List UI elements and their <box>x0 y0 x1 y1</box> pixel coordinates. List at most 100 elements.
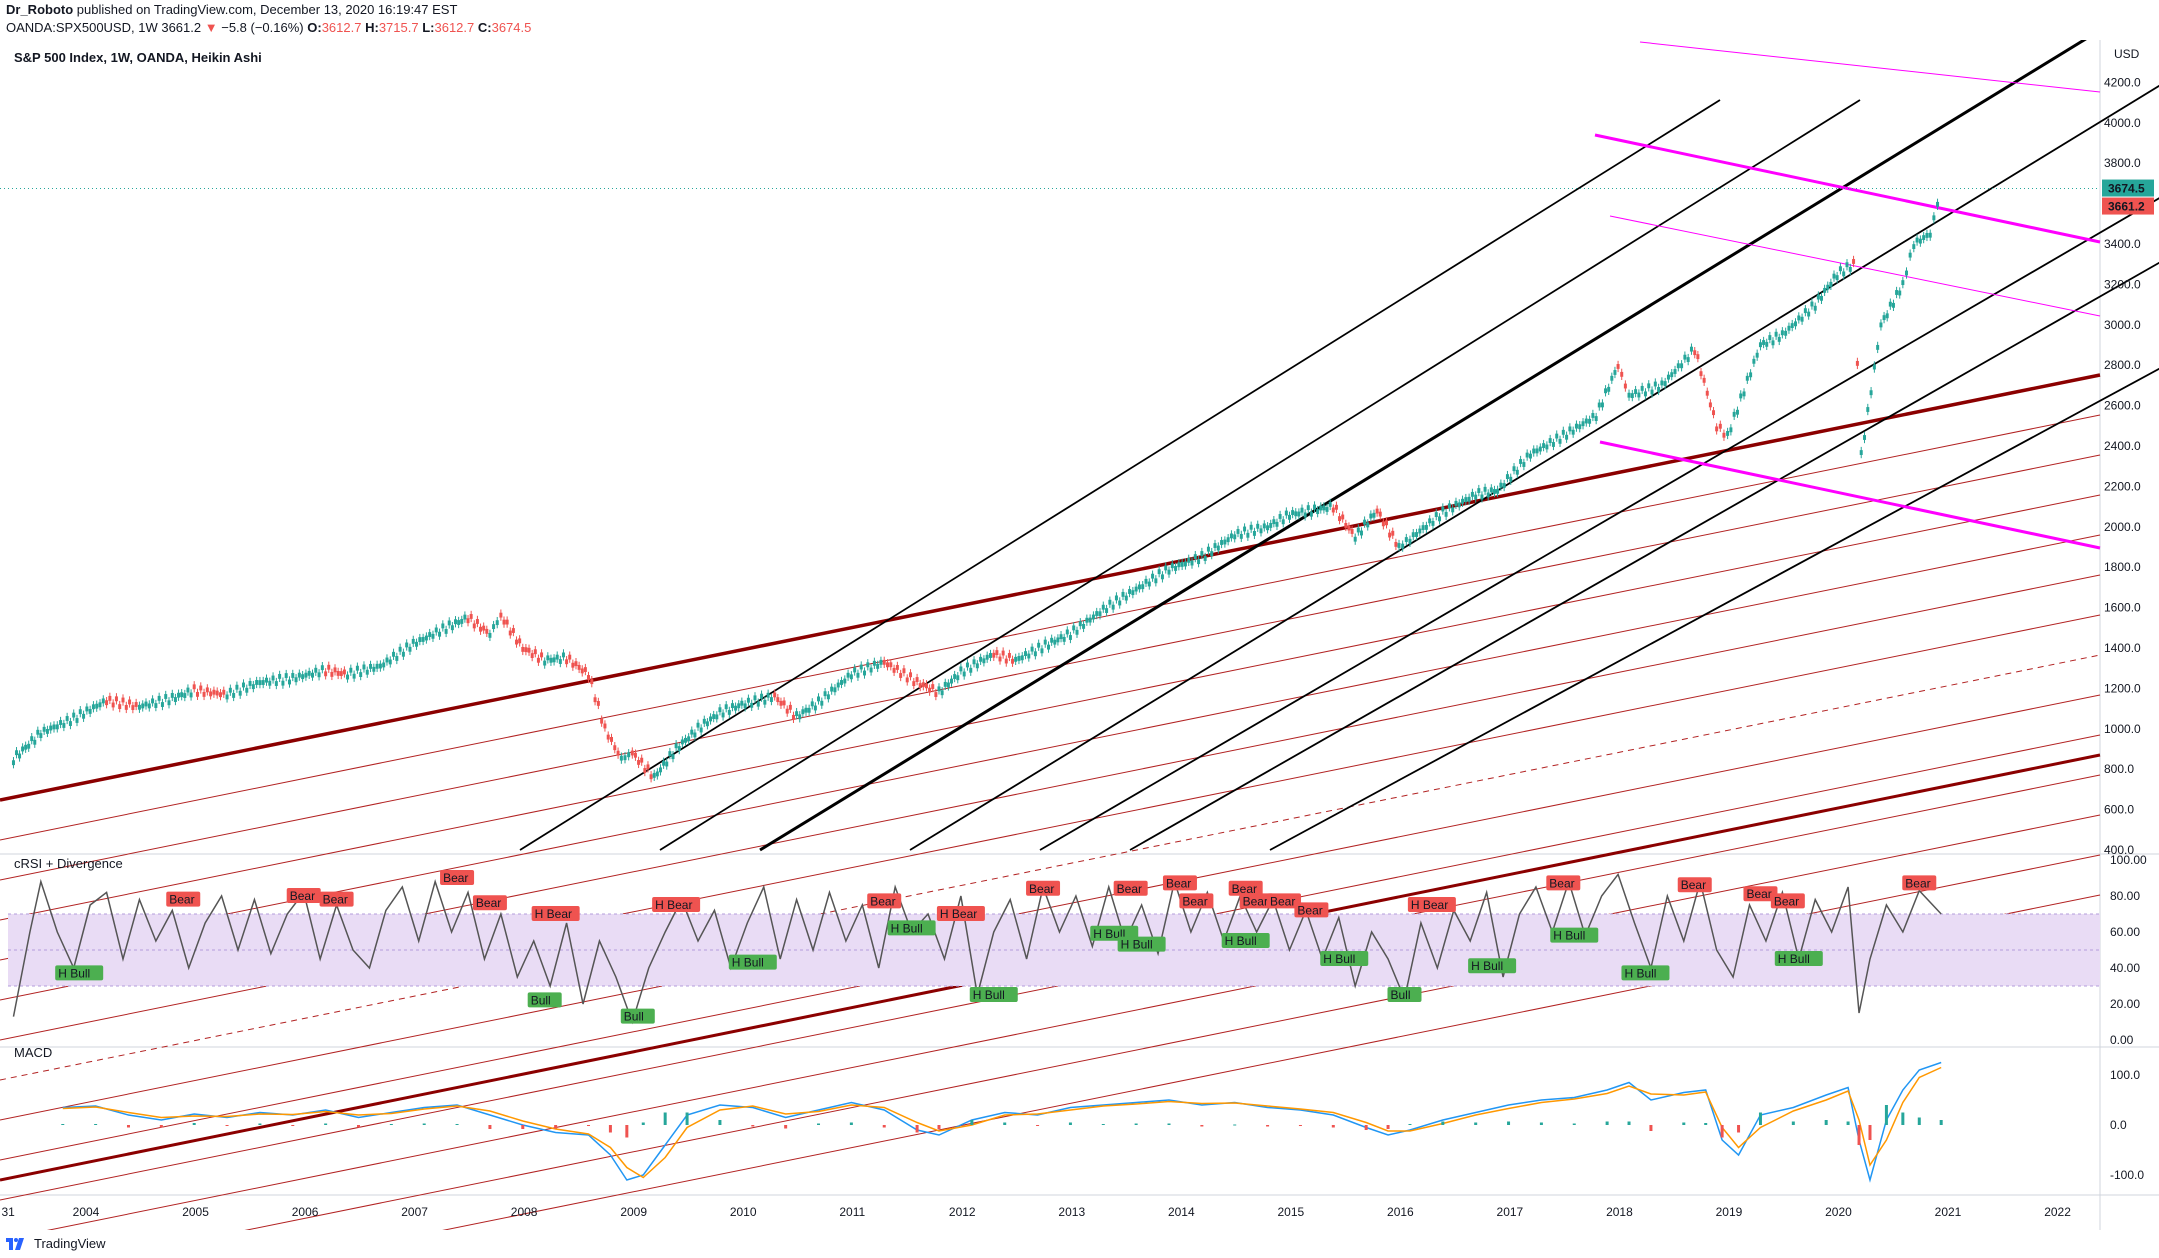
candle-body <box>1328 502 1332 507</box>
divergence-label-bg <box>1162 875 1197 891</box>
candle-body <box>215 690 219 696</box>
divergence-label-bg <box>1770 893 1805 909</box>
price-tick-label: 400.0 <box>2104 843 2134 857</box>
price-pane[interactable]: S&P 500 Index, 1W, OANDA, Heikin Ashi <box>0 40 2159 1230</box>
candle-body <box>144 701 148 707</box>
macd-histogram-bar <box>324 1123 328 1125</box>
candle-body <box>1499 482 1503 488</box>
candle-body <box>1229 533 1233 539</box>
candle-body <box>1213 543 1217 548</box>
candle-body <box>869 667 873 673</box>
candle-body <box>39 733 43 739</box>
candle-body <box>385 657 389 663</box>
divergence-label: Bear <box>1270 894 1295 908</box>
candle-body <box>1643 391 1647 397</box>
candle-body <box>1467 496 1471 502</box>
trend-line-black <box>1039 197 2159 851</box>
candle-body <box>1555 433 1559 439</box>
candle-body <box>444 629 448 634</box>
macd-histogram-bar <box>1134 1123 1138 1125</box>
divergence-label-bg <box>867 893 902 909</box>
candle-body <box>238 690 242 696</box>
candle-body <box>1696 354 1700 360</box>
candle-body <box>438 631 442 637</box>
candle-body <box>840 680 844 685</box>
macd-histogram-bar <box>817 1123 821 1125</box>
candle-body <box>1826 284 1830 290</box>
candle-body <box>921 682 925 688</box>
candle-body <box>1712 410 1716 416</box>
macd-pane[interactable]: MACD <box>14 1045 1943 1183</box>
footer-brand[interactable]: TradingView <box>34 1235 106 1251</box>
time-tick-label: 2011 <box>839 1205 865 1219</box>
macd-histogram-bar <box>663 1112 667 1125</box>
footer: TradingView <box>6 1232 106 1254</box>
candle-body <box>1502 483 1506 488</box>
candle-body <box>715 714 719 720</box>
macd-histogram-bar <box>784 1125 788 1129</box>
candle-body <box>1686 357 1690 362</box>
time-tick-label: 2021 <box>1935 1205 1962 1219</box>
macd-title: MACD <box>14 1045 52 1060</box>
macd-histogram-bar <box>159 1125 163 1128</box>
candle-body <box>1895 290 1899 295</box>
candle-body <box>192 684 196 690</box>
trend-channel-line <box>0 373 2101 802</box>
trend-line-black <box>659 99 1861 851</box>
candle-body <box>1922 235 1926 241</box>
candle-body <box>1470 491 1474 497</box>
candle-body <box>199 685 203 691</box>
divergence-label: Bear <box>476 896 501 910</box>
candle-body <box>1050 637 1054 643</box>
candle-body <box>1512 466 1516 472</box>
candle-body <box>1243 526 1247 532</box>
candle-body <box>1588 418 1592 424</box>
candle-body <box>392 651 396 657</box>
candle-body <box>616 750 620 756</box>
price-axis[interactable]: USD 400.0 600.0 800.0 1000.0 1200.0 1400.0 1600… <box>2102 47 2154 1182</box>
candle-body <box>1872 364 1876 370</box>
candle-body <box>1297 511 1301 517</box>
last-price-label: 3674.5 <box>2108 182 2145 196</box>
candle-body <box>235 684 239 690</box>
candle-body <box>1098 611 1102 617</box>
candle-body <box>1780 330 1784 336</box>
candle-body <box>1306 505 1310 511</box>
candle-body <box>1275 521 1279 527</box>
divergence-label: Bear <box>323 893 348 907</box>
price-tick-label: 2400.0 <box>2104 439 2141 453</box>
candle-body <box>1509 476 1513 482</box>
macd-histogram-bar <box>1868 1125 1872 1140</box>
candle-body <box>810 701 814 707</box>
divergence-label-bg <box>1546 875 1581 891</box>
candle-body <box>737 703 741 709</box>
divergence-label: Bull <box>624 1010 644 1024</box>
candle-body <box>1461 498 1465 504</box>
candle-body <box>1027 653 1031 659</box>
candle-body <box>1771 340 1775 346</box>
candle-body <box>1183 561 1187 567</box>
price-tick-label: 3000.0 <box>2104 318 2141 332</box>
candle-body <box>1545 444 1549 450</box>
divergence-label: Bull <box>1390 988 1410 1002</box>
candle-body <box>1918 238 1922 244</box>
time-axis[interactable]: 31 2004 2005 2006 2007 2008 2009 2010 2011 2012 20… <box>1 1205 2071 1219</box>
candle-body <box>518 638 522 644</box>
candle-body <box>1072 625 1076 631</box>
author-name[interactable]: Dr_Roboto <box>6 2 74 17</box>
price-tick-label: 1800.0 <box>2104 560 2141 574</box>
candle-body <box>956 675 960 681</box>
candle-body <box>730 703 734 709</box>
candle-body <box>65 716 69 721</box>
magenta-channel-line <box>1599 440 2101 550</box>
candle-body <box>1197 559 1201 565</box>
candle-body <box>1322 505 1326 511</box>
candle-body <box>1359 530 1363 536</box>
macd-histogram-bar <box>1539 1122 1543 1125</box>
crsi-tick-label: 0.00 <box>2110 1033 2134 1047</box>
chart-canvas[interactable]: S&P 500 Index, 1W, OANDA, Heikin Ashi cR… <box>0 40 2159 1230</box>
candle-body <box>428 632 432 637</box>
symbol-label: OANDA:SPX500USD, 1W <box>6 20 158 35</box>
divergence-label: H Bull <box>1093 927 1125 941</box>
